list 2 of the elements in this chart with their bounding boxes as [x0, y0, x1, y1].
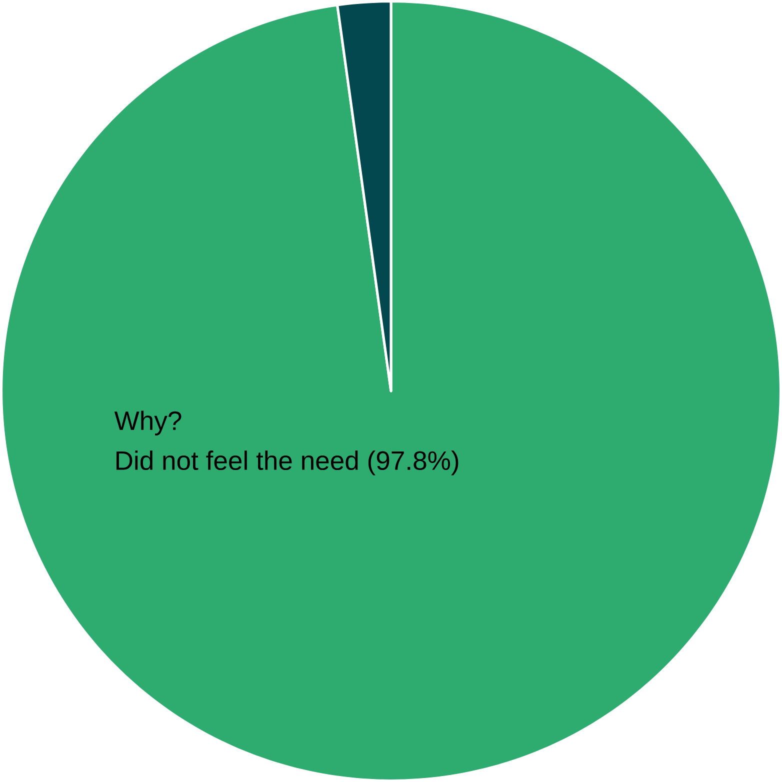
slice-label: Did not feel the need (97.8%): [116, 450, 458, 476]
text: Why?: [114, 410, 182, 436]
